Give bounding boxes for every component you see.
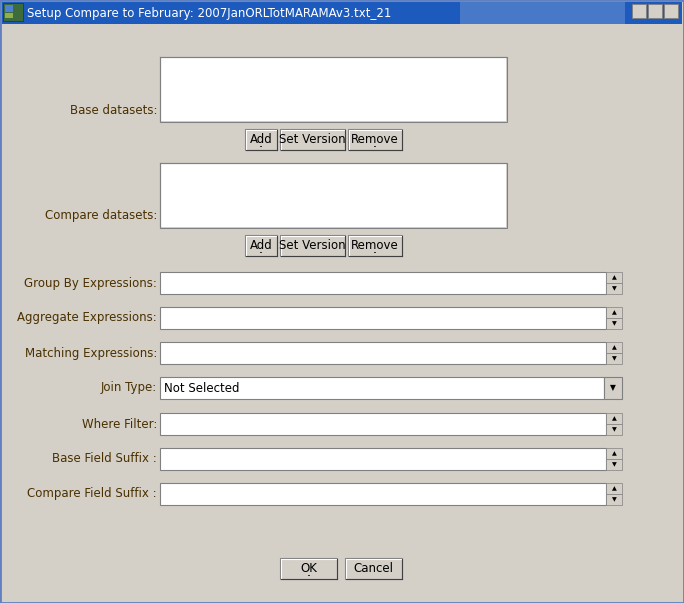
Text: Add: Add (250, 133, 272, 146)
Text: Remove: Remove (351, 239, 399, 252)
Bar (604, 377, 622, 399)
Text: ▲: ▲ (611, 486, 616, 491)
Bar (160, 57, 507, 122)
Text: ▼: ▼ (611, 356, 616, 361)
Bar (606, 424, 622, 435)
Text: Compare Field Suffix :: Compare Field Suffix : (27, 487, 157, 500)
Text: Cancel: Cancel (354, 562, 393, 575)
Text: ▲: ▲ (611, 275, 616, 280)
Text: Matching Expressions:: Matching Expressions: (25, 347, 157, 359)
Bar (280, 558, 337, 579)
Bar (632, 4, 646, 18)
Bar (648, 4, 662, 18)
Bar (160, 483, 606, 505)
Bar (160, 413, 606, 435)
Bar (280, 235, 345, 256)
Text: Compare datasets:: Compare datasets: (44, 209, 157, 223)
Bar (460, 2, 625, 24)
Text: ▼: ▼ (611, 321, 616, 326)
Bar (160, 163, 507, 228)
Bar (348, 235, 402, 256)
Bar (606, 413, 622, 424)
Bar (606, 483, 622, 494)
Text: Not Selected: Not Selected (164, 382, 239, 394)
Text: ▼: ▼ (610, 384, 616, 393)
Bar (3, 3, 23, 21)
Bar (5, 13, 13, 18)
Bar (606, 307, 622, 318)
Bar (606, 459, 622, 470)
Text: ▼: ▼ (611, 462, 616, 467)
Bar (160, 307, 606, 329)
Bar (245, 129, 277, 150)
Bar (161, 164, 506, 227)
Text: ▲: ▲ (611, 345, 616, 350)
Text: ▲: ▲ (611, 416, 616, 421)
Bar (5, 5, 13, 12)
Bar (160, 342, 606, 364)
Text: OK: OK (300, 562, 317, 575)
Text: ▼: ▼ (611, 427, 616, 432)
Text: Setup Compare to February: 2007JanORLTotMARAMAv3.txt_21: Setup Compare to February: 2007JanORLTot… (27, 7, 391, 19)
Text: Join Type:: Join Type: (101, 382, 157, 394)
Bar (161, 58, 506, 121)
Text: Base datasets:: Base datasets: (70, 104, 157, 116)
Bar (606, 448, 622, 459)
Bar (606, 494, 622, 505)
Bar (606, 283, 622, 294)
Bar (245, 235, 277, 256)
Text: ▲: ▲ (611, 310, 616, 315)
Bar (348, 129, 402, 150)
Text: ▲: ▲ (611, 451, 616, 456)
Bar (160, 448, 606, 470)
Bar (606, 318, 622, 329)
Bar (160, 377, 604, 399)
Text: ▼: ▼ (611, 286, 616, 291)
Text: Aggregate Expressions:: Aggregate Expressions: (17, 312, 157, 324)
Text: Base Field Suffix :: Base Field Suffix : (52, 452, 157, 466)
Bar (606, 353, 622, 364)
Text: Set Version: Set Version (279, 133, 346, 146)
Bar (664, 4, 678, 18)
Text: Set Version: Set Version (279, 239, 346, 252)
Bar (280, 129, 345, 150)
Bar (160, 272, 606, 294)
Text: Where Filter:: Where Filter: (81, 417, 157, 431)
Bar (345, 558, 402, 579)
Text: Group By Expressions:: Group By Expressions: (24, 277, 157, 289)
Bar (606, 342, 622, 353)
Text: Remove: Remove (351, 133, 399, 146)
Bar (2, 2, 682, 24)
Bar (606, 272, 622, 283)
Text: ▼: ▼ (611, 497, 616, 502)
Text: Add: Add (250, 239, 272, 252)
